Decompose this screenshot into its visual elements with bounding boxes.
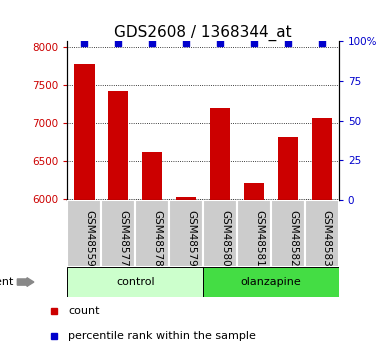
- Bar: [210, 108, 230, 200]
- Bar: [67, 200, 101, 267]
- Title: GDS2608 / 1368344_at: GDS2608 / 1368344_at: [114, 25, 292, 41]
- Bar: [203, 267, 339, 297]
- Text: GSM48581: GSM48581: [254, 210, 264, 267]
- Bar: [305, 200, 339, 267]
- Bar: [135, 200, 169, 267]
- Text: GSM48577: GSM48577: [118, 210, 128, 267]
- Bar: [142, 152, 162, 200]
- Text: control: control: [116, 277, 154, 287]
- Text: olanzapine: olanzapine: [241, 277, 301, 287]
- Bar: [108, 90, 129, 200]
- Bar: [237, 200, 271, 267]
- Text: percentile rank within the sample: percentile rank within the sample: [68, 331, 256, 341]
- Text: GSM48578: GSM48578: [152, 210, 162, 267]
- Bar: [244, 183, 264, 200]
- Text: GSM48579: GSM48579: [186, 210, 196, 267]
- Bar: [271, 200, 305, 267]
- Bar: [169, 200, 203, 267]
- Bar: [278, 137, 298, 200]
- Text: GSM48583: GSM48583: [322, 210, 332, 267]
- Text: GSM48559: GSM48559: [84, 210, 94, 267]
- Bar: [101, 200, 135, 267]
- Bar: [203, 200, 237, 267]
- Text: GSM48582: GSM48582: [288, 210, 298, 267]
- Bar: [74, 64, 95, 200]
- Bar: [67, 267, 203, 297]
- Text: GSM48580: GSM48580: [220, 210, 230, 267]
- Bar: [312, 118, 332, 200]
- Text: count: count: [68, 306, 100, 316]
- Bar: [176, 197, 196, 200]
- Text: agent: agent: [0, 277, 13, 287]
